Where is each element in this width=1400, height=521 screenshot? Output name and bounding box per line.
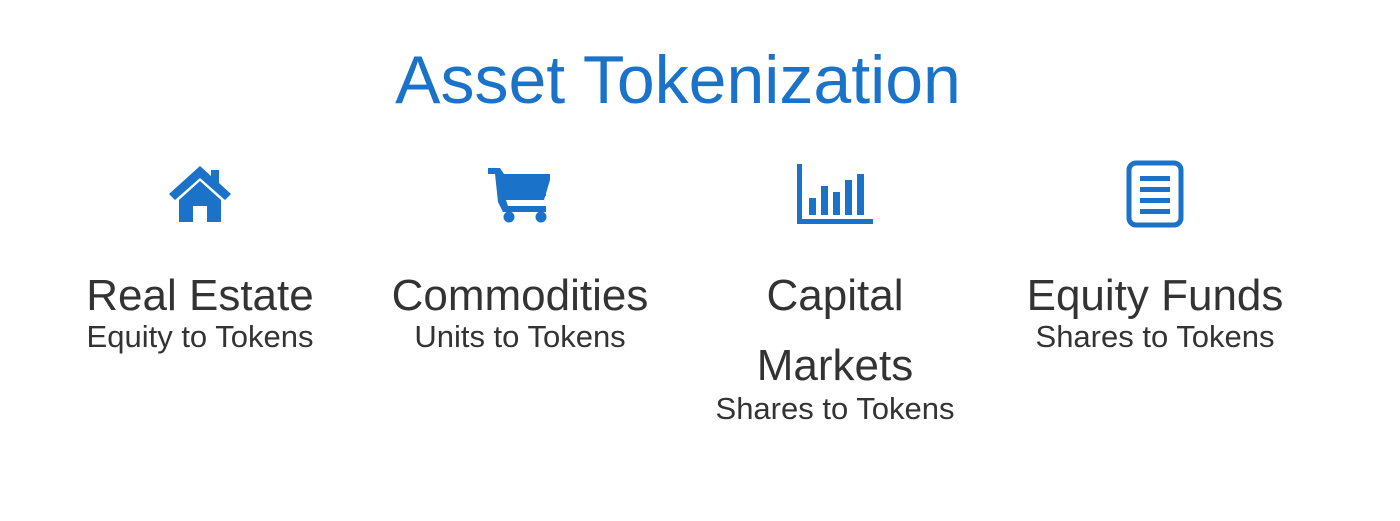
category-capital-markets: Capital Markets Shares to Tokens	[690, 155, 980, 429]
category-name: Real Estate	[86, 271, 314, 320]
category-name-line1: Capital	[766, 271, 904, 320]
category-subtitle: Equity to Tokens	[86, 319, 314, 354]
house-icon	[50, 155, 350, 233]
category-name: Commodities	[391, 271, 649, 320]
category-subtitle: Shares to Tokens	[715, 391, 955, 426]
category-name: Equity Funds	[1026, 271, 1284, 320]
document-icon	[1005, 155, 1305, 233]
page-title: Asset Tokenization	[395, 42, 961, 118]
category-equity-funds: Equity Funds Shares to Tokens	[1005, 155, 1305, 357]
category-name-line2: Markets	[756, 341, 914, 390]
category-subtitle: Units to Tokens	[414, 319, 626, 354]
bar-chart-icon	[690, 155, 980, 233]
category-commodities: Commodities Units to Tokens	[360, 155, 680, 357]
category-subtitle: Shares to Tokens	[1035, 319, 1275, 354]
category-name: Capital Markets	[690, 261, 980, 401]
shopping-cart-icon	[360, 155, 680, 233]
category-real-estate: Real Estate Equity to Tokens	[50, 155, 350, 357]
